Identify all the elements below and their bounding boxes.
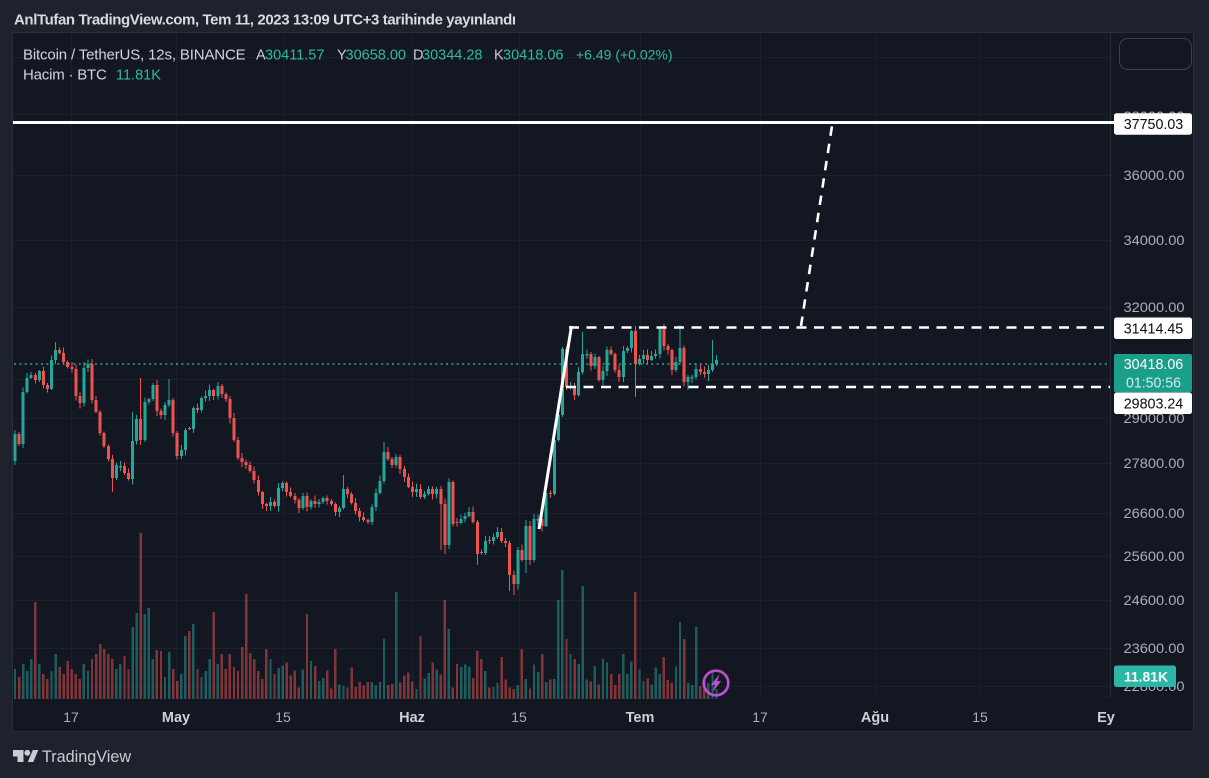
svg-text:27800.00: 27800.00 [1124,456,1185,472]
svg-text:17: 17 [63,709,79,725]
svg-text:31414.45: 31414.45 [1124,322,1184,338]
svg-text:15: 15 [275,709,291,725]
svg-text:D: D [413,48,423,64]
svg-text:Haz: Haz [399,710,425,726]
svg-text:Ağu: Ağu [861,710,889,726]
svg-text:36000.00: 36000.00 [1124,168,1185,184]
svg-text:Tem: Tem [626,710,655,726]
svg-text:30658.00: 30658.00 [346,48,406,64]
svg-text:TradingView: TradingView [42,748,131,766]
svg-text:Y: Y [337,48,347,64]
svg-text:Ey: Ey [1097,710,1115,726]
svg-text:A: A [256,48,266,64]
svg-text:26600.00: 26600.00 [1124,506,1185,522]
svg-text:K: K [494,48,504,64]
svg-text:29000.00: 29000.00 [1124,411,1185,427]
svg-text:32000.00: 32000.00 [1124,300,1185,316]
svg-text:30411.57: 30411.57 [265,48,324,64]
svg-text:17: 17 [752,709,768,725]
svg-text:Hacim · BTC: Hacim · BTC [23,67,107,84]
svg-text:23600.00: 23600.00 [1124,641,1185,657]
svg-text:+6.49 (+0.02%): +6.49 (+0.02%) [576,47,673,63]
svg-text:15: 15 [511,709,527,725]
svg-text:37750.03: 37750.03 [1124,117,1184,133]
svg-text:30418.06: 30418.06 [1124,357,1184,373]
svg-text:Bitcoin / TetherUS, 12s, BINAN: Bitcoin / TetherUS, 12s, BINANCE [23,47,246,64]
svg-text:May: May [162,710,190,726]
svg-text:AnlTufan TradingView.com, Tem: AnlTufan TradingView.com, Tem 11, 2023 1… [14,12,516,29]
svg-text:30418.06: 30418.06 [503,48,563,64]
svg-text:29803.24: 29803.24 [1124,397,1184,413]
svg-text:01:50:56: 01:50:56 [1126,375,1181,391]
svg-text:34000.00: 34000.00 [1124,233,1185,249]
svg-text:11.81K: 11.81K [116,68,161,84]
svg-text:24600.00: 24600.00 [1124,593,1185,609]
svg-text:30344.28: 30344.28 [422,48,482,64]
svg-text:25600.00: 25600.00 [1124,549,1185,565]
svg-text:15: 15 [972,709,988,725]
svg-text:11.81K: 11.81K [1124,668,1168,684]
